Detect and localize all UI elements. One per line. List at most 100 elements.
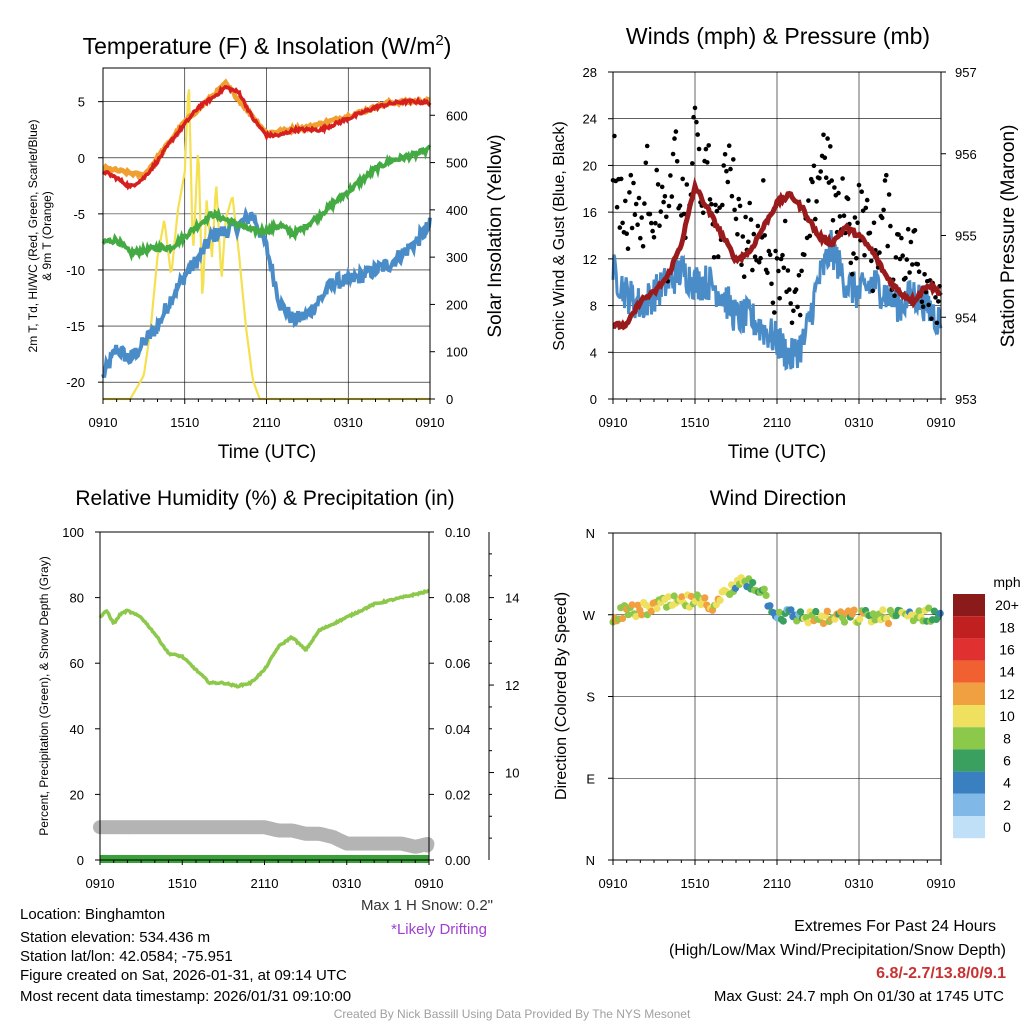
gust-point: [711, 254, 717, 260]
credit-text: Created By Nick Bassill Using Data Provi…: [333, 1007, 691, 1021]
gust-point: [618, 176, 624, 182]
temperature-line: [101, 85, 432, 191]
gust-point: [892, 293, 897, 299]
pressure-ytick-label: 953: [955, 392, 977, 407]
legend-swatch: [953, 705, 985, 728]
gust-point: [756, 259, 762, 265]
created-text: Figure created on Sat, 2026-01-31, at 09…: [20, 967, 347, 984]
wind-direction-ylabel: Direction (Colored By Speed): [553, 592, 570, 800]
gust-point: [651, 235, 657, 240]
wind-direction-point: [856, 615, 864, 623]
gust-point: [905, 226, 911, 232]
legend-swatch: [953, 771, 985, 794]
drifting-text: *Likely Drifting: [391, 921, 487, 938]
gust-point: [772, 310, 777, 315]
wind-direction-point: [664, 593, 673, 601]
wind-direction-point: [716, 596, 724, 604]
wind-direction-point: [879, 606, 887, 614]
wind-direction-point: [701, 594, 709, 602]
gust-point: [653, 220, 658, 226]
gust-point: [627, 190, 632, 195]
legend-swatch: [953, 616, 985, 639]
gust-point: [863, 205, 869, 211]
temperature-xtick-label: 0310: [334, 415, 363, 430]
wind-direction-xtick-label: 2110: [763, 876, 791, 891]
wind-direction-point: [930, 607, 939, 615]
gust-point: [703, 146, 709, 152]
gust-point: [647, 211, 653, 217]
wind-direction-point: [687, 592, 696, 601]
snow-ytick-label: 10: [505, 766, 519, 781]
humidity-ytick-label: 20: [70, 787, 84, 802]
gust-point: [666, 203, 672, 209]
gust-point: [726, 143, 732, 148]
gust-point: [802, 252, 807, 258]
wind-direction-point: [678, 593, 686, 601]
gust-point: [672, 136, 677, 141]
gust-point: [851, 251, 856, 256]
insolation-ytick-label: 200: [446, 297, 468, 312]
wind-direction-point: [779, 617, 787, 625]
temperature-ytick-label: 0: [78, 151, 85, 166]
gust-point: [769, 281, 774, 287]
gust-point: [755, 223, 761, 229]
gust-point: [869, 258, 874, 264]
gust-point: [721, 163, 726, 168]
extremes-heading: Extremes For Past 24 Hours: [794, 918, 996, 935]
wind-direction-point: [628, 601, 636, 609]
insolation-ylabel: Solar Insolation (Yellow): [485, 134, 506, 337]
gust-point: [818, 169, 823, 174]
humidity-line: [98, 588, 430, 689]
wind-direction-point: [653, 604, 661, 613]
gust-point: [896, 232, 901, 237]
gust-point: [670, 151, 676, 157]
gust-point: [752, 254, 758, 259]
max-gust-text: Max Gust: 24.7 mph On 01/30 at 1745 UTC: [713, 988, 1004, 1005]
humidity-ytick-label: 40: [70, 722, 84, 737]
gust-point: [664, 214, 669, 220]
gust-point: [845, 196, 851, 202]
gust-point: [864, 197, 870, 203]
location-text: Location: Binghamton: [20, 906, 166, 923]
insolation-ytick-label: 600: [446, 108, 468, 123]
speed-legend: mph 20+ 18 16 14 12 10 8 6 4 2 0: [953, 574, 1021, 839]
temperature-ytick-label: -20: [66, 375, 85, 390]
gust-point: [644, 143, 650, 149]
humidity-xtick-label: 0310: [332, 876, 361, 891]
wind-direction-ytick-label: N: [586, 853, 595, 868]
wind-direction-point: [812, 607, 820, 616]
temperature-xlabel: Time (UTC): [218, 442, 317, 463]
pressure-ytick-label: 957: [955, 65, 977, 80]
gust-point: [797, 312, 803, 318]
legend-swatch: [953, 816, 985, 839]
gust-point: [893, 255, 899, 260]
wind-direction-point: [775, 608, 784, 617]
gust-point: [743, 214, 748, 220]
gust-point: [758, 255, 763, 261]
precip-ytick-label: 0.00: [445, 853, 470, 868]
gust-point: [720, 202, 725, 208]
gust-point: [655, 182, 661, 187]
gust-point: [705, 160, 710, 165]
gust-point: [740, 234, 746, 239]
gust-point: [871, 220, 877, 226]
gust-point: [903, 275, 908, 281]
legend-swatch: [953, 638, 985, 661]
gust-point: [915, 262, 921, 267]
gust-point: [725, 179, 731, 185]
gust-point: [789, 320, 795, 326]
gust-point: [936, 299, 941, 304]
wind-direction-point: [619, 614, 627, 623]
humidity-xtick-label: 2110: [251, 876, 279, 891]
wind-direction-ytick-label: W: [583, 608, 596, 623]
gust-point: [774, 256, 780, 261]
gust-point: [912, 228, 918, 233]
gust-point: [910, 262, 915, 267]
gust-point: [900, 253, 905, 258]
gust-point: [632, 212, 638, 217]
temperature-xtick-label: 1510: [170, 415, 199, 430]
gust-point: [795, 304, 800, 310]
gust-point: [620, 220, 625, 226]
snow-depth-point: [420, 838, 434, 853]
gust-point: [934, 320, 940, 326]
